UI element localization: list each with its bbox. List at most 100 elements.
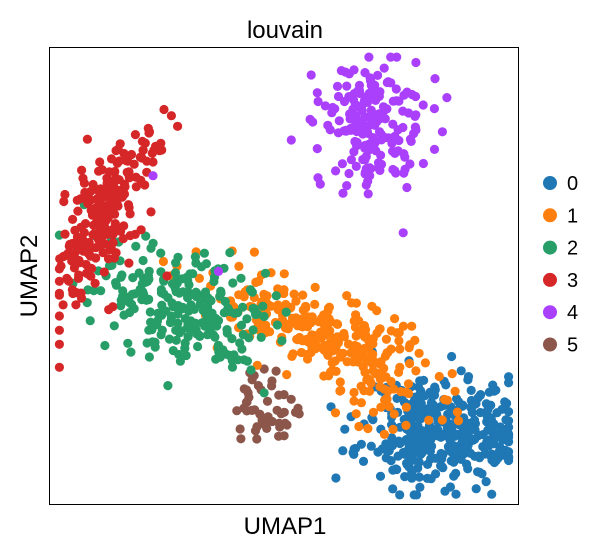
point-cluster-5 bbox=[276, 409, 286, 419]
point-cluster-3 bbox=[124, 258, 134, 268]
point-cluster-3 bbox=[130, 130, 140, 140]
point-cluster-4 bbox=[372, 117, 382, 127]
point-cluster-3 bbox=[78, 235, 88, 245]
point-cluster-2 bbox=[191, 258, 201, 268]
point-cluster-4 bbox=[355, 124, 365, 134]
point-cluster-2 bbox=[192, 292, 202, 302]
point-cluster-1 bbox=[288, 349, 298, 359]
point-cluster-1 bbox=[374, 324, 384, 334]
point-cluster-1 bbox=[322, 321, 332, 331]
plot-frame bbox=[49, 47, 519, 505]
legend-marker-5 bbox=[543, 337, 557, 352]
point-cluster-1 bbox=[301, 301, 311, 311]
point-cluster-1 bbox=[395, 362, 405, 372]
point-cluster-1 bbox=[336, 385, 346, 395]
point-cluster-1 bbox=[358, 345, 368, 355]
point-cluster-1 bbox=[351, 409, 361, 419]
point-cluster-3 bbox=[138, 145, 148, 155]
point-cluster-2 bbox=[178, 287, 188, 297]
point-cluster-0 bbox=[499, 426, 509, 436]
point-cluster-1 bbox=[450, 386, 460, 396]
point-cluster-0 bbox=[391, 464, 401, 474]
point-cluster-5 bbox=[236, 434, 246, 444]
point-cluster-0 bbox=[368, 415, 378, 425]
point-cluster-1 bbox=[384, 402, 394, 412]
point-cluster-1 bbox=[320, 340, 330, 350]
point-cluster-0 bbox=[490, 453, 500, 463]
point-cluster-2 bbox=[236, 273, 246, 283]
point-cluster-2 bbox=[192, 329, 202, 339]
point-cluster-2 bbox=[156, 248, 166, 258]
point-cluster-3 bbox=[71, 300, 81, 310]
point-cluster-2 bbox=[180, 343, 190, 353]
point-cluster-2 bbox=[214, 347, 224, 357]
point-cluster-4 bbox=[410, 122, 420, 132]
point-cluster-1 bbox=[273, 300, 283, 310]
point-cluster-4 bbox=[213, 266, 224, 276]
point-cluster-0 bbox=[486, 400, 496, 410]
point-cluster-1 bbox=[332, 333, 343, 343]
point-cluster-0 bbox=[456, 366, 466, 376]
point-cluster-4 bbox=[405, 134, 415, 144]
point-cluster-5 bbox=[282, 420, 292, 430]
point-cluster-4 bbox=[336, 66, 346, 76]
point-cluster-1 bbox=[405, 358, 415, 369]
point-cluster-1 bbox=[363, 423, 373, 434]
point-cluster-1 bbox=[414, 348, 424, 358]
point-cluster-5 bbox=[253, 381, 263, 391]
point-cluster-2 bbox=[166, 311, 176, 321]
point-cluster-2 bbox=[260, 268, 271, 278]
point-cluster-2 bbox=[248, 303, 258, 314]
point-cluster-1 bbox=[392, 328, 402, 338]
point-cluster-2 bbox=[228, 278, 238, 288]
point-cluster-1 bbox=[420, 358, 430, 368]
point-cluster-1 bbox=[351, 298, 361, 308]
point-cluster-2 bbox=[130, 289, 140, 299]
point-cluster-2 bbox=[230, 308, 240, 318]
point-cluster-3 bbox=[74, 270, 84, 280]
point-cluster-2 bbox=[148, 238, 158, 248]
point-cluster-5 bbox=[279, 390, 289, 400]
point-cluster-0 bbox=[441, 380, 451, 390]
point-cluster-2 bbox=[258, 301, 268, 311]
point-cluster-3 bbox=[126, 149, 137, 160]
point-cluster-3 bbox=[60, 229, 70, 239]
point-cluster-4 bbox=[360, 68, 370, 78]
point-cluster-3 bbox=[54, 264, 64, 274]
point-cluster-1 bbox=[297, 314, 307, 324]
point-cluster-4 bbox=[344, 168, 354, 179]
point-cluster-4 bbox=[320, 101, 330, 111]
point-cluster-1 bbox=[388, 424, 398, 434]
point-cluster-3 bbox=[54, 276, 64, 286]
point-cluster-1 bbox=[368, 407, 379, 417]
point-cluster-3 bbox=[67, 285, 77, 295]
point-cluster-1 bbox=[350, 340, 360, 351]
point-cluster-0 bbox=[481, 477, 491, 487]
point-cluster-1 bbox=[356, 381, 366, 391]
point-cluster-4 bbox=[313, 96, 323, 107]
point-cluster-3 bbox=[58, 252, 68, 262]
point-cluster-2 bbox=[174, 349, 184, 360]
point-cluster-0 bbox=[388, 484, 398, 494]
point-cluster-2 bbox=[242, 314, 252, 324]
point-cluster-4 bbox=[357, 117, 367, 127]
point-cluster-0 bbox=[451, 489, 461, 499]
point-cluster-4 bbox=[360, 143, 370, 153]
point-cluster-3 bbox=[111, 248, 121, 258]
point-cluster-4 bbox=[360, 155, 370, 165]
point-cluster-2 bbox=[259, 388, 269, 398]
point-cluster-3 bbox=[54, 339, 64, 349]
point-cluster-5 bbox=[247, 375, 257, 385]
point-cluster-0 bbox=[463, 372, 474, 382]
point-cluster-3 bbox=[81, 268, 92, 278]
point-cluster-5 bbox=[274, 418, 284, 428]
point-cluster-2 bbox=[195, 299, 205, 309]
point-cluster-5 bbox=[235, 424, 245, 434]
point-cluster-1 bbox=[332, 319, 342, 329]
point-cluster-4 bbox=[398, 122, 408, 133]
point-cluster-1 bbox=[390, 314, 400, 324]
point-cluster-0 bbox=[422, 473, 432, 483]
y-axis-label: UMAP2 bbox=[16, 235, 43, 318]
point-cluster-1 bbox=[389, 384, 399, 394]
